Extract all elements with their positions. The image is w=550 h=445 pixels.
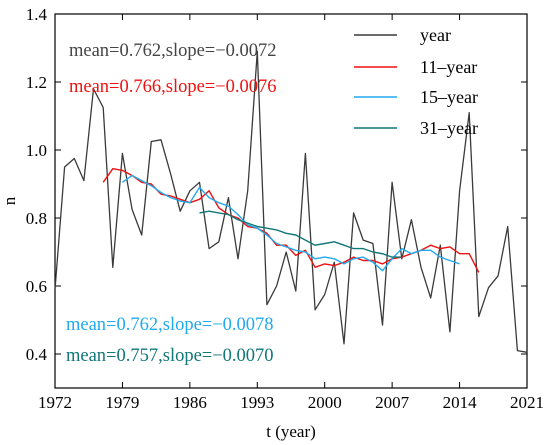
series-line-11-year (102, 167, 480, 273)
y-axis-label: n (0, 196, 19, 205)
series-line-year (54, 50, 528, 353)
series-lines (54, 50, 528, 353)
x-tick-label: 1979 (105, 393, 139, 412)
annotations: mean=0.762,slope=−0.0072 mean=0.766,slope… (66, 41, 277, 366)
stats-annotation: mean=0.762,slope=−0.0078 (66, 315, 274, 335)
legend: year 11–year 15–year 31–year (354, 25, 478, 138)
x-tick-label: 2021 (510, 393, 544, 412)
series-line-15-year (121, 174, 460, 272)
y-tick-label: 0.4 (26, 345, 48, 364)
stats-annotation: mean=0.762,slope=−0.0072 (69, 41, 277, 61)
x-tick-label: 2000 (308, 393, 342, 412)
legend-label: 15–year (420, 87, 478, 107)
x-tick-label: 1972 (38, 393, 72, 412)
y-tick-label: 1.0 (26, 141, 47, 160)
legend-label: 31–year (420, 118, 478, 138)
x-tick-label: 2007 (375, 393, 410, 412)
stats-annotation: mean=0.766,slope=−0.0076 (69, 77, 277, 97)
y-ticks: 0.4 0.6 0.8 1.0 1.2 1.4 (26, 5, 527, 364)
x-tick-label: 1986 (173, 393, 207, 412)
y-tick-label: 0.8 (26, 209, 47, 228)
x-tick-label: 2014 (443, 393, 478, 412)
y-tick-label: 0.6 (26, 277, 47, 296)
x-ticks: 1972 1979 1986 1993 2000 2007 2014 2021 (38, 14, 544, 412)
y-tick-label: 1.2 (26, 73, 47, 92)
plot-area-frame (54, 13, 528, 389)
y-tick-label: 1.4 (26, 5, 48, 24)
legend-label: year (420, 25, 451, 45)
stats-annotation: mean=0.757,slope=−0.0070 (66, 346, 274, 366)
legend-label: 11–year (420, 57, 477, 77)
x-axis-label: t (year) (266, 422, 316, 441)
series-line-31-year (199, 210, 402, 258)
x-tick-label: 1993 (240, 393, 274, 412)
